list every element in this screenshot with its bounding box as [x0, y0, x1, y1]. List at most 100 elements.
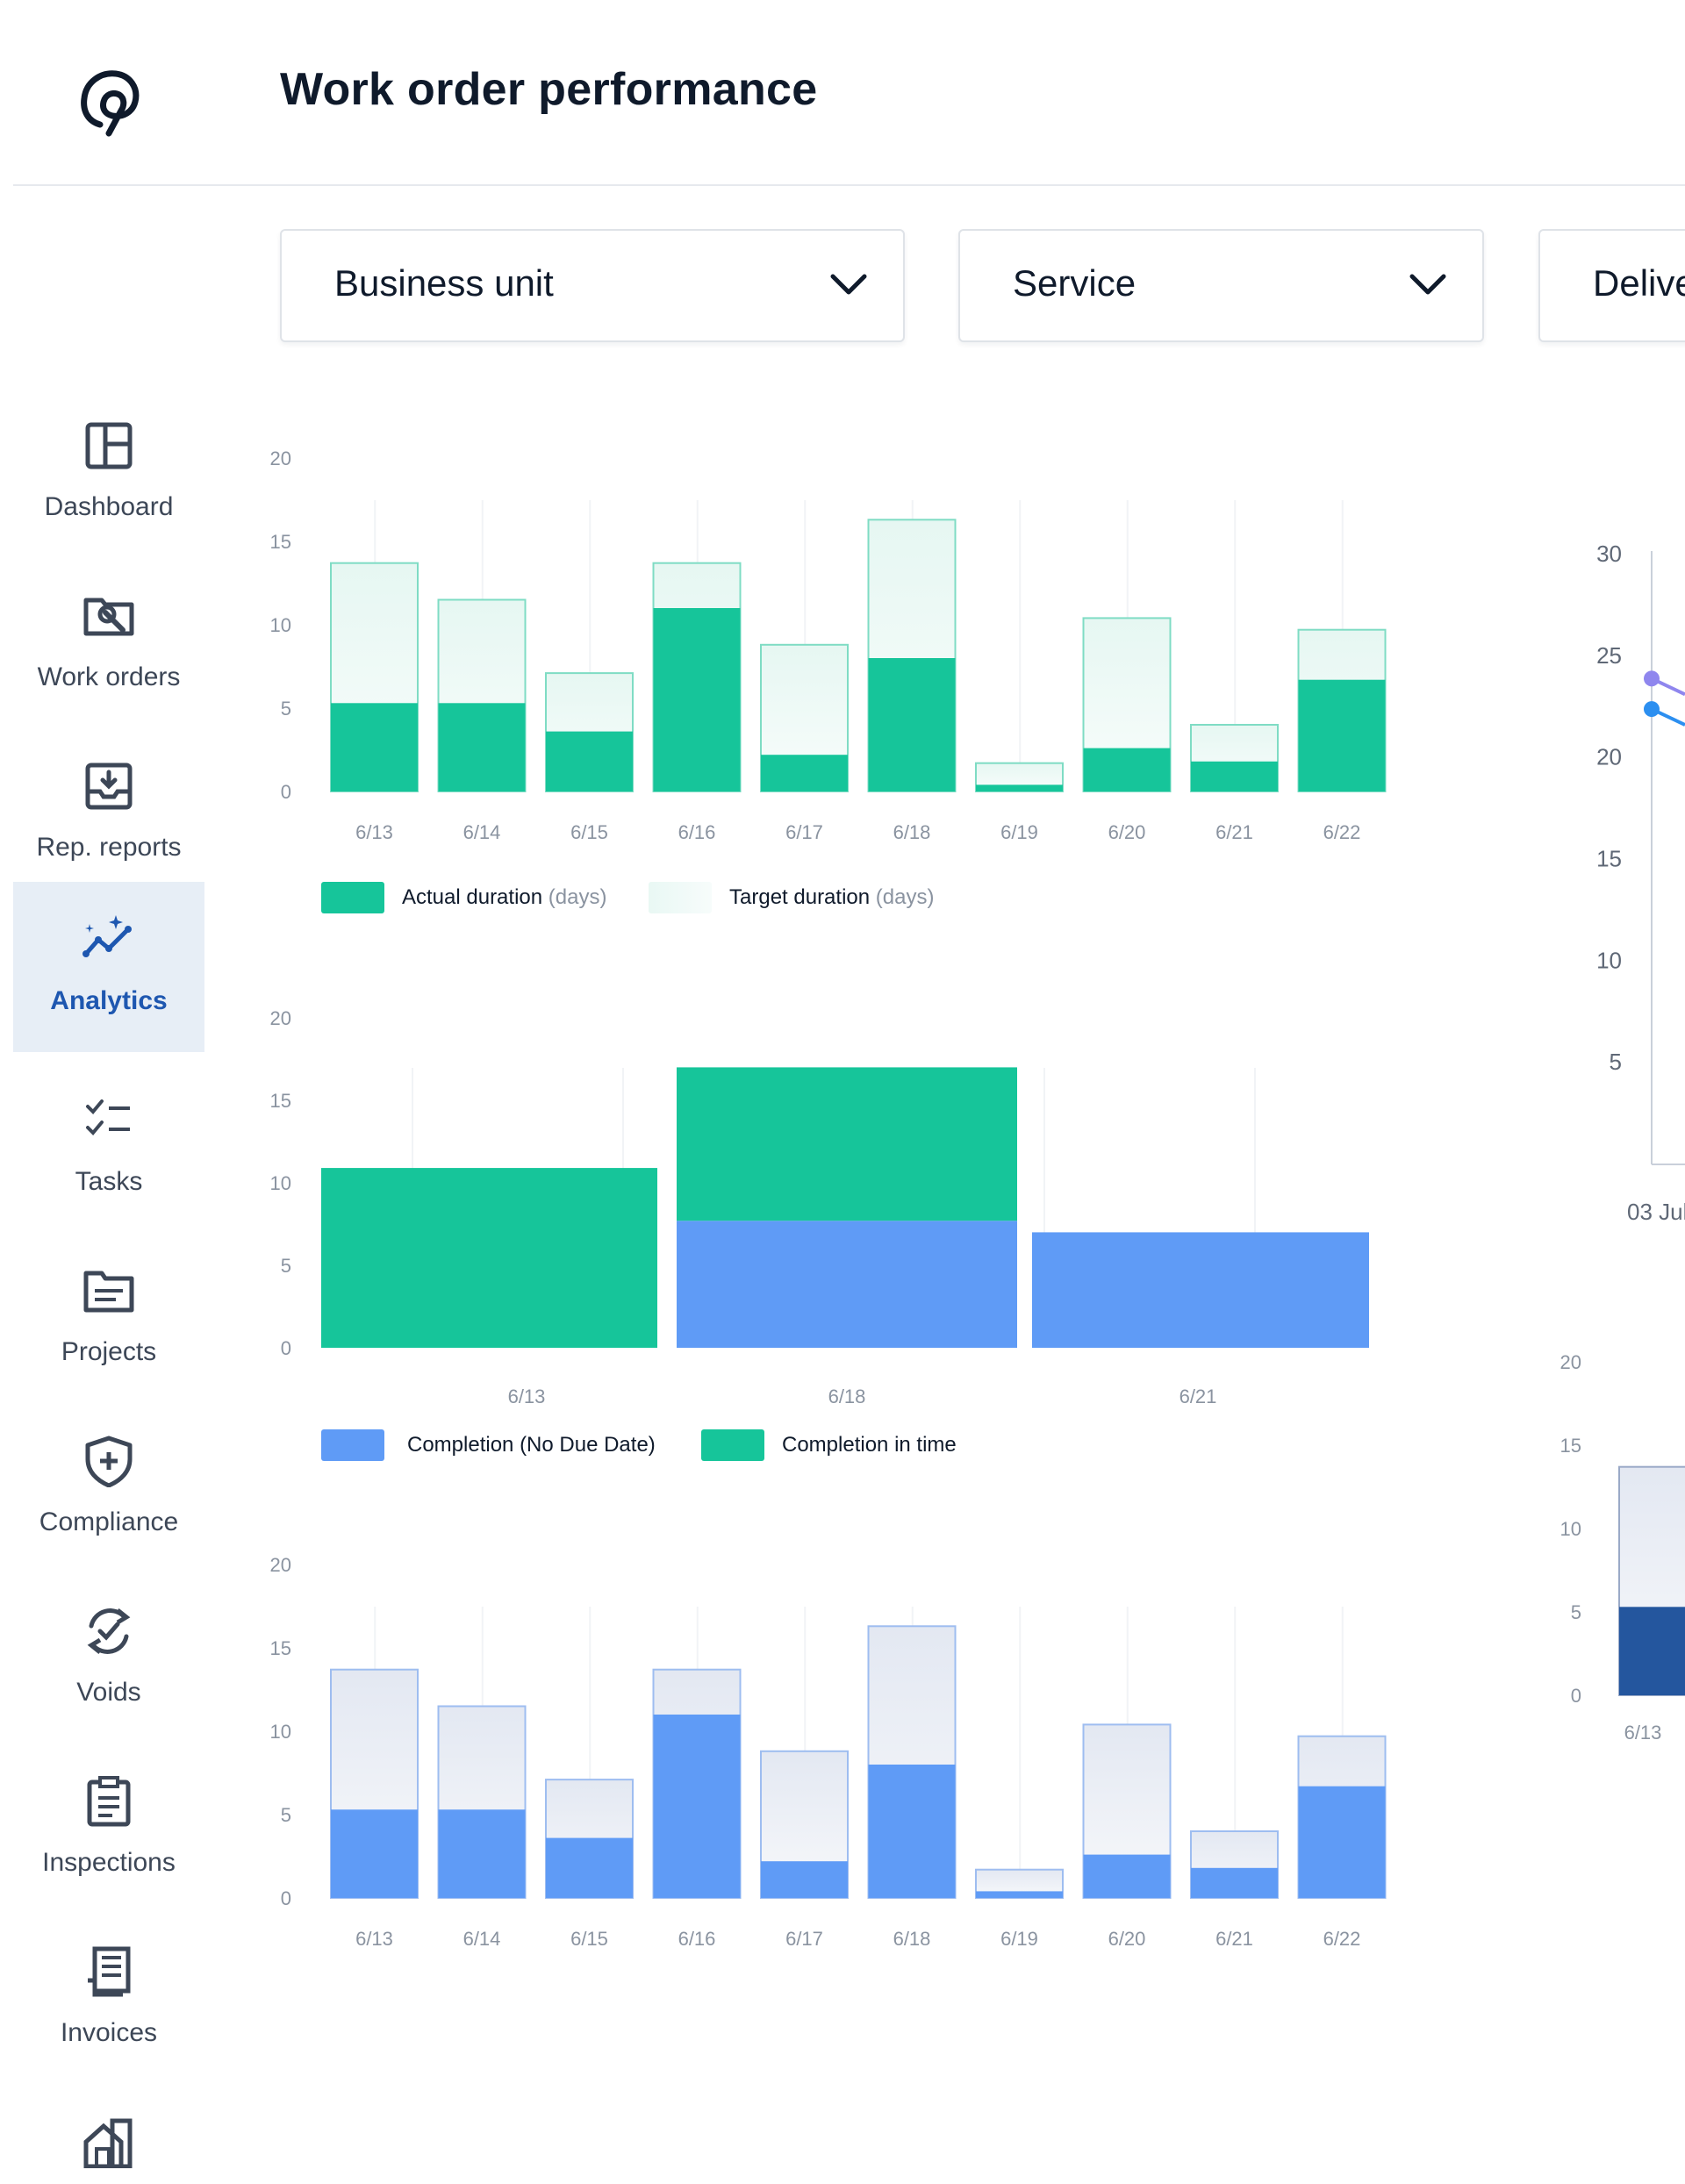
sidebar-item-projects[interactable]: Projects [13, 1233, 204, 1403]
actual-bar [653, 608, 741, 791]
app-logo-icon[interactable] [74, 63, 147, 137]
dashboard-icon [82, 419, 135, 472]
duration-blue-chart: 0 5 10 15 20 6/13 6/14 6/15 6/16 6/17 6/18 6/19 6/20… [255, 1536, 1395, 1966]
sidebar-item-label: Compliance [39, 1507, 179, 1536]
y-tick-label: 0 [281, 1887, 291, 1909]
sidebar-item-label: Dashboard [44, 492, 174, 521]
y-tick-label: 10 [270, 1721, 291, 1743]
sidebar-item-tasks[interactable]: Tasks [13, 1063, 204, 1233]
actual-bar [868, 658, 956, 791]
y-tick-label: 15 [270, 1090, 291, 1112]
projects-icon [82, 1264, 135, 1317]
no-due-date-bar [1032, 1232, 1369, 1348]
y-tick-label: 5 [1610, 1049, 1622, 1075]
actual-bar [546, 731, 633, 791]
sidebar: Dashboard Work orders Rep. reports Analy… [0, 185, 204, 2169]
y-tick-label: 20 [270, 448, 291, 469]
legend-unit-text: (days) [875, 885, 935, 909]
y-tick-label: 10 [270, 1172, 291, 1194]
x-tick-label: 6/18 [828, 1386, 866, 1407]
service-dropdown[interactable]: Service [958, 229, 1484, 342]
completion-legend: Completion (No Due Date) Completion in t… [321, 1429, 1111, 1464]
header-divider [13, 184, 1685, 186]
invoices-icon [82, 1945, 135, 1998]
chevron-down-icon [1409, 274, 1446, 295]
actual-bar [1298, 679, 1386, 791]
sidebar-item-label: Projects [61, 1337, 157, 1366]
chart-svg: 0 5 10 15 20 6/13 [1560, 1351, 1685, 1744]
x-tick-label: 6/13 [355, 1928, 393, 1950]
actual-bar [761, 755, 848, 791]
x-tick-label: 6/16 [678, 1928, 716, 1950]
actual-bar [1083, 748, 1171, 791]
x-tick-label: 6/22 [1323, 1928, 1361, 1950]
legend-label-text: Target duration [729, 885, 871, 909]
business-unit-dropdown[interactable]: Business unit [280, 229, 905, 342]
work-orders-icon [82, 590, 135, 642]
right-line-chart: 5 10 15 20 25 30 03 Jul [1562, 526, 1685, 1228]
chart-svg: 5 10 15 20 25 30 03 Jul [1596, 541, 1685, 1225]
actual-bar [761, 1861, 848, 1898]
x-tick-label: 6/18 [893, 1928, 931, 1950]
x-tick-label: 6/14 [463, 821, 501, 843]
x-tick-label: 03 Jul [1627, 1199, 1685, 1225]
actual-bar [1619, 1607, 1685, 1695]
sidebar-item-inspections[interactable]: Inspections [13, 1744, 204, 1914]
x-tick-label: 6/22 [1323, 821, 1361, 843]
x-tick-label: 6/16 [678, 821, 716, 843]
sidebar-item-work-orders[interactable]: Work orders [13, 558, 204, 728]
actual-bar [546, 1837, 633, 1898]
sidebar-item-dashboard[interactable]: Dashboard [13, 388, 204, 558]
rep-reports-icon [82, 760, 135, 813]
target-duration-legend-label: Target duration (days) [729, 885, 934, 910]
actual-vs-target-duration-chart: 0 5 10 15 20 6/13 6/14 6/15 6/16 6/17 6/18 6/19 6/20… [255, 430, 1395, 860]
sidebar-item-label: Invoices [60, 2018, 158, 2047]
y-tick-label: 5 [281, 698, 291, 720]
x-tick-label: 6/17 [785, 1928, 823, 1950]
x-tick-label: 6/20 [1108, 1928, 1146, 1950]
y-tick-label: 15 [270, 531, 291, 553]
sidebar-item-invoices[interactable]: Invoices [13, 1914, 204, 2084]
actual-bar [331, 703, 418, 791]
x-tick-label: 6/21 [1180, 1386, 1217, 1407]
actual-bar [438, 1809, 526, 1898]
target-duration-swatch [649, 882, 712, 913]
x-tick-label: 6/20 [1108, 821, 1146, 843]
chart-svg: 0 5 10 15 20 6/13 6/14 6/15 6/16 6/17 6/18 6/19 6/20… [270, 1554, 1387, 1950]
chart-svg: 0 5 10 15 20 6/13 6/14 6/15 6/16 6/17 6/18 6/19 6/20… [270, 448, 1387, 843]
dropdown-label: Delive [1593, 262, 1685, 304]
delivery-dropdown[interactable]: Delive [1538, 229, 1685, 342]
actual-bar [1298, 1786, 1386, 1898]
voids-icon [82, 1605, 135, 1658]
x-tick-label: 6/18 [893, 821, 931, 843]
in-time-swatch [701, 1429, 764, 1461]
x-tick-label: 6/21 [1215, 1928, 1253, 1950]
no-due-date-swatch [321, 1429, 384, 1461]
y-tick-label: 15 [270, 1637, 291, 1659]
y-tick-label: 15 [1596, 846, 1622, 872]
actual-duration-swatch [321, 882, 384, 913]
tasks-icon [82, 1094, 135, 1147]
sidebar-item-voids[interactable]: Voids [13, 1573, 204, 1744]
y-tick-label: 0 [1571, 1685, 1581, 1707]
sidebar-item-rep-reports[interactable]: Rep. reports [13, 728, 204, 899]
y-tick-label: 20 [1596, 744, 1622, 770]
dropdown-label: Service [1013, 262, 1136, 304]
sidebar-item-analytics[interactable]: Analytics [13, 882, 204, 1052]
page-header: Work order performance [0, 0, 1685, 186]
actual-bar [438, 703, 526, 791]
x-tick-label: 6/14 [463, 1928, 501, 1950]
sidebar-item-properties[interactable] [13, 2084, 204, 2184]
compliance-icon [82, 1435, 135, 1488]
actual-bar [1191, 761, 1278, 791]
sidebar-item-compliance[interactable]: Compliance [13, 1403, 204, 1573]
y-tick-label: 0 [281, 1337, 291, 1359]
right-bar-chart: 0 5 10 15 20 6/13 [1545, 1334, 1685, 1746]
y-tick-label: 5 [1571, 1601, 1581, 1623]
x-tick-label: 6/19 [1000, 1928, 1038, 1950]
actual-bar [976, 1891, 1063, 1898]
actual-bar [868, 1765, 956, 1898]
x-tick-label: 6/15 [570, 821, 608, 843]
x-tick-label: 6/21 [1215, 821, 1253, 843]
y-tick-label: 20 [1560, 1351, 1581, 1373]
